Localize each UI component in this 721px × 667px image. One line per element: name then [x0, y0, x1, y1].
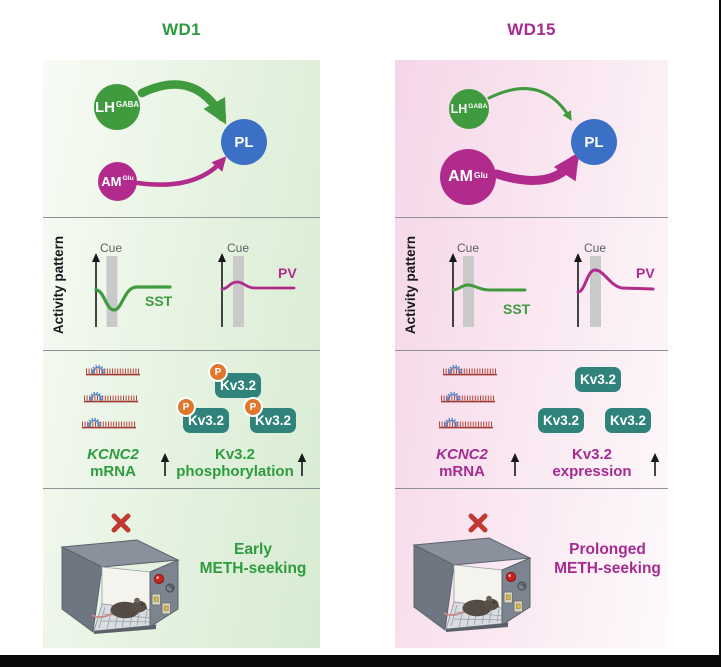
lh-to-pl-arrow-weak — [487, 87, 572, 121]
y-axis-arrowhead — [92, 253, 100, 262]
cue-label: Cue — [100, 241, 122, 255]
pv-trace-label: PV — [636, 265, 655, 281]
no-reward-x-icon — [110, 512, 132, 534]
pl-label: PL — [234, 133, 254, 151]
y-axis-arrowhead — [449, 253, 457, 262]
sst-trace-label: SST — [503, 301, 531, 317]
section-divider — [43, 350, 320, 351]
lh-label: LH — [450, 101, 468, 116]
section-divider — [395, 350, 668, 351]
kv32-channel: Kv3.2 — [605, 408, 651, 433]
lh-gaba-node: LH GABA — [94, 84, 140, 130]
cue-bar — [106, 256, 118, 327]
mrna-strand-icon — [81, 390, 141, 406]
phospho-p-badge: P — [243, 397, 263, 417]
mrna-strand-icon — [440, 363, 500, 379]
am-glu-node: AM Glu — [440, 149, 496, 205]
pv-trace-label: PV — [278, 265, 297, 281]
pl-node: PL — [571, 119, 617, 165]
caption-line2: expression — [552, 463, 632, 480]
gene-name: KCNC2 — [436, 446, 488, 463]
kcnc2-mrna-label: KCNC2 mRNA — [67, 446, 159, 480]
sst-trace-flat — [451, 283, 527, 292]
behavior-label: Prolonged METH-seeking — [525, 540, 690, 578]
caption-line1: Kv3.2 — [571, 446, 613, 463]
cue-bar — [233, 256, 244, 327]
panel-wd1: LH GABA AM Glu PL Activity pattern Cue SST… — [43, 60, 320, 648]
sst-activity-plot: Cue SST — [449, 241, 531, 327]
kv32-channel: Kv3.2 — [575, 367, 621, 392]
lh-gaba-node: LH GABA — [449, 89, 489, 129]
mrna-word: mRNA — [90, 463, 136, 480]
am-sup: Glu — [474, 169, 488, 180]
mrna-strand-icon — [438, 390, 498, 406]
behavior-label: Early METH-seeking — [173, 540, 333, 578]
sst-trace-dip — [94, 285, 172, 312]
cue-bar — [590, 256, 601, 327]
panel-title-wd15: WD15 — [507, 20, 556, 39]
behavior-line2: METH-seeking — [554, 560, 661, 577]
pv-activity-plot: Cue PV — [218, 241, 297, 327]
cue-label: Cue — [227, 241, 249, 255]
behavior-line1: Prolonged — [569, 541, 646, 558]
kv32-channel: Kv3.2 — [183, 408, 229, 433]
increase-arrow-icon — [295, 452, 309, 478]
pv-activity-plot: Cue PV — [574, 241, 655, 327]
lh-sup: GABA — [468, 102, 488, 110]
pv-trace-peak — [576, 268, 655, 294]
am-to-pl-arrow-strong — [492, 152, 580, 185]
lh-sup: GABA — [116, 100, 139, 110]
kcnc2-mrna-label: KCNC2 mRNA — [416, 446, 508, 480]
panel-wd15: LH GABA AM Glu PL Activity pattern Cue SST… — [395, 60, 668, 648]
caption-line2: phosphorylation — [176, 463, 294, 480]
sst-activity-plot: Cue SST — [92, 241, 173, 327]
am-to-pl-arrow-weak — [135, 156, 227, 187]
caption-line1: Kv3.2 — [214, 446, 256, 463]
am-sup: Glu — [122, 175, 134, 183]
activity-axis-label: Activity pattern — [403, 235, 418, 335]
section-divider — [395, 488, 668, 489]
am-glu-node: AM Glu — [98, 162, 137, 201]
cue-label: Cue — [457, 241, 479, 255]
mrna-strand-icon — [83, 363, 143, 379]
kv32-expression-label: Kv3.2 expression — [522, 446, 662, 480]
phospho-p-badge: P — [176, 397, 196, 417]
am-label: AM — [101, 174, 122, 189]
activity-axis-label: Activity pattern — [51, 235, 66, 335]
mrna-strand-icon — [79, 416, 139, 432]
screenshot-right-border — [719, 0, 721, 667]
lh-label: LH — [95, 98, 116, 116]
circuit-arrows-wd15 — [487, 87, 580, 185]
mrna-word: mRNA — [439, 463, 485, 480]
sst-trace-label: SST — [145, 293, 173, 309]
mrna-strand-icon — [436, 416, 496, 432]
operant-chamber-illustration — [55, 532, 187, 634]
behavior-line1: Early — [234, 541, 272, 558]
y-axis-arrowhead — [574, 253, 582, 262]
section-divider — [43, 488, 320, 489]
section-divider — [43, 217, 320, 218]
circuit-arrows-wd1 — [135, 80, 227, 187]
panel-title-wd1: WD1 — [162, 20, 201, 39]
pv-trace-flat — [220, 280, 296, 291]
increase-arrow-icon — [508, 452, 522, 478]
cue-bar — [463, 256, 474, 327]
screenshot-bottom-border — [0, 655, 721, 667]
increase-arrow-icon — [648, 452, 662, 478]
pl-label: PL — [584, 133, 604, 151]
operant-chamber-illustration — [407, 530, 539, 632]
am-label: AM — [448, 168, 474, 185]
y-axis-arrowhead — [218, 253, 226, 262]
lh-to-pl-arrow-strong — [137, 80, 227, 125]
cue-label: Cue — [584, 241, 606, 255]
kv32-channel: Kv3.2 — [538, 408, 584, 433]
gene-name: KCNC2 — [87, 446, 139, 463]
pl-node: PL — [221, 119, 267, 165]
kv32-phosphorylation-label: Kv3.2 phosphorylation — [165, 446, 305, 480]
behavior-line2: METH-seeking — [199, 560, 307, 577]
phospho-p-badge: P — [208, 362, 228, 382]
section-divider — [395, 217, 668, 218]
